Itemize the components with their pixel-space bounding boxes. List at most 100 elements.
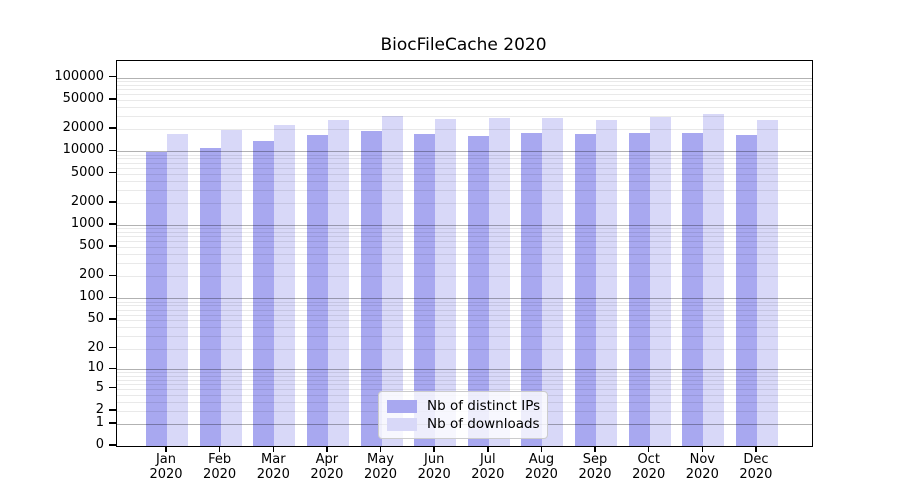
gridline-minor (117, 327, 812, 329)
bar-distinct-ips-nov (682, 133, 704, 446)
x-tick-label: Jul 2020 (471, 452, 505, 482)
bar-downloads-feb (220, 130, 242, 446)
y-tick-label: 100 (79, 289, 104, 305)
x-tick-mark (326, 446, 328, 452)
x-tick-mark (218, 446, 221, 452)
gridline-minor (117, 180, 812, 182)
y-tick-mark (109, 346, 116, 349)
gridline-minor (117, 228, 812, 230)
y-tick-mark (109, 98, 116, 100)
gridline-minor (117, 99, 812, 101)
gridline-minor (117, 158, 812, 160)
y-tick-mark (109, 422, 116, 424)
x-tick-label: Mar 2020 (256, 452, 290, 482)
y-tick-mark (109, 409, 116, 411)
x-tick-label: Jun 2020 (417, 452, 451, 482)
legend-label-distinct-ips: Nb of distinct IPs (427, 397, 541, 414)
x-tick-mark (487, 446, 489, 452)
y-tick-label: 1 (95, 414, 104, 430)
y-tick-label: 20 (87, 339, 104, 355)
gridline-minor (117, 89, 812, 90)
y-tick-label: 0 (95, 437, 104, 452)
gridline-minor (117, 263, 812, 265)
legend-item-downloads: Nb of downloads (387, 416, 540, 432)
legend-swatch-downloads-icon (387, 417, 417, 431)
chart-title: BiocFileCache 2020 (380, 35, 547, 55)
y-tick-mark (109, 245, 116, 247)
gridline-minor (117, 236, 812, 238)
legend-swatch-distinct-ips-icon (387, 399, 417, 413)
bar-downloads-nov (703, 114, 725, 446)
bar-distinct-ips-sep (575, 133, 596, 446)
bar-downloads-mar (274, 125, 296, 446)
x-tick-mark (540, 446, 543, 452)
y-tick-label: 10 (87, 360, 104, 376)
bar-downloads-sep (596, 119, 617, 446)
x-tick-mark (594, 446, 596, 452)
x-tick-label: Sep 2020 (578, 452, 612, 482)
legend: Nb of distinct IPs Nb of downloads (378, 391, 548, 439)
gridline-minor (117, 167, 812, 169)
gridline-minor (117, 309, 812, 311)
bar-downloads-jun (435, 119, 457, 446)
x-tick-label: Aug 2020 (524, 452, 558, 482)
bar-distinct-ips-may (360, 130, 382, 446)
y-tick-label: 50 (87, 311, 104, 327)
plot-area (116, 60, 813, 447)
gridline-minor (117, 106, 812, 108)
y-tick-mark (109, 386, 116, 389)
gridline-minor (117, 379, 812, 381)
gridline-minor (117, 162, 812, 164)
gridline-minor (117, 372, 812, 374)
bar-distinct-ips-jan (146, 151, 167, 446)
y-tick-mark (109, 367, 116, 369)
gridline-major (117, 224, 812, 226)
bar-distinct-ips-feb (199, 147, 221, 446)
gridline-minor (117, 348, 812, 350)
y-tick-label: 50000 (62, 90, 104, 106)
gridline-minor (117, 232, 812, 234)
bar-distinct-ips-jun (414, 134, 436, 446)
y-tick-mark (109, 274, 116, 277)
bar-distinct-ips-apr (306, 135, 328, 446)
bar-downloads-aug (542, 118, 564, 446)
bar-distinct-ips-jul (467, 136, 489, 446)
gridline-minor (117, 94, 812, 95)
y-tick-mark (109, 296, 116, 299)
x-tick-mark (433, 446, 435, 452)
y-tick-mark (109, 171, 116, 174)
bar-downloads-apr (327, 120, 349, 446)
gridline-minor (117, 375, 812, 377)
gridline-major (117, 369, 812, 371)
x-tick-mark (755, 446, 757, 452)
y-tick-label: 2 (95, 401, 104, 417)
bar-downloads-may (381, 116, 403, 446)
y-tick-label: 5 (95, 379, 104, 395)
gridline-minor (117, 129, 812, 131)
x-tick-label: Nov 2020 (685, 452, 719, 482)
x-tick-mark (379, 446, 382, 452)
y-tick-mark (109, 75, 116, 78)
y-tick-mark (109, 201, 116, 203)
gridline-major (117, 77, 812, 79)
gridline-minor (117, 81, 812, 82)
bar-downloads-oct (649, 116, 671, 446)
bar-distinct-ips-oct (628, 133, 650, 446)
y-tick-label: 100000 (54, 68, 104, 84)
gridline-minor (117, 388, 812, 390)
gridline-minor (117, 336, 812, 338)
y-tick-label: 2000 (70, 193, 104, 209)
y-tick-label: 20000 (62, 120, 104, 136)
y-tick-mark (109, 223, 116, 225)
gridline-major (117, 151, 812, 153)
x-tick-mark (701, 446, 704, 452)
bar-distinct-ips-mar (253, 141, 275, 446)
gridline-minor (117, 116, 812, 118)
bar-downloads-dec (756, 120, 778, 446)
bar-downloads-jan (167, 134, 188, 446)
x-tick-label: Jan 2020 (149, 452, 183, 482)
legend-item-distinct-ips: Nb of distinct IPs (387, 397, 541, 414)
x-tick-mark (647, 446, 650, 452)
x-tick-mark (272, 446, 274, 452)
gridline-minor (117, 305, 812, 307)
